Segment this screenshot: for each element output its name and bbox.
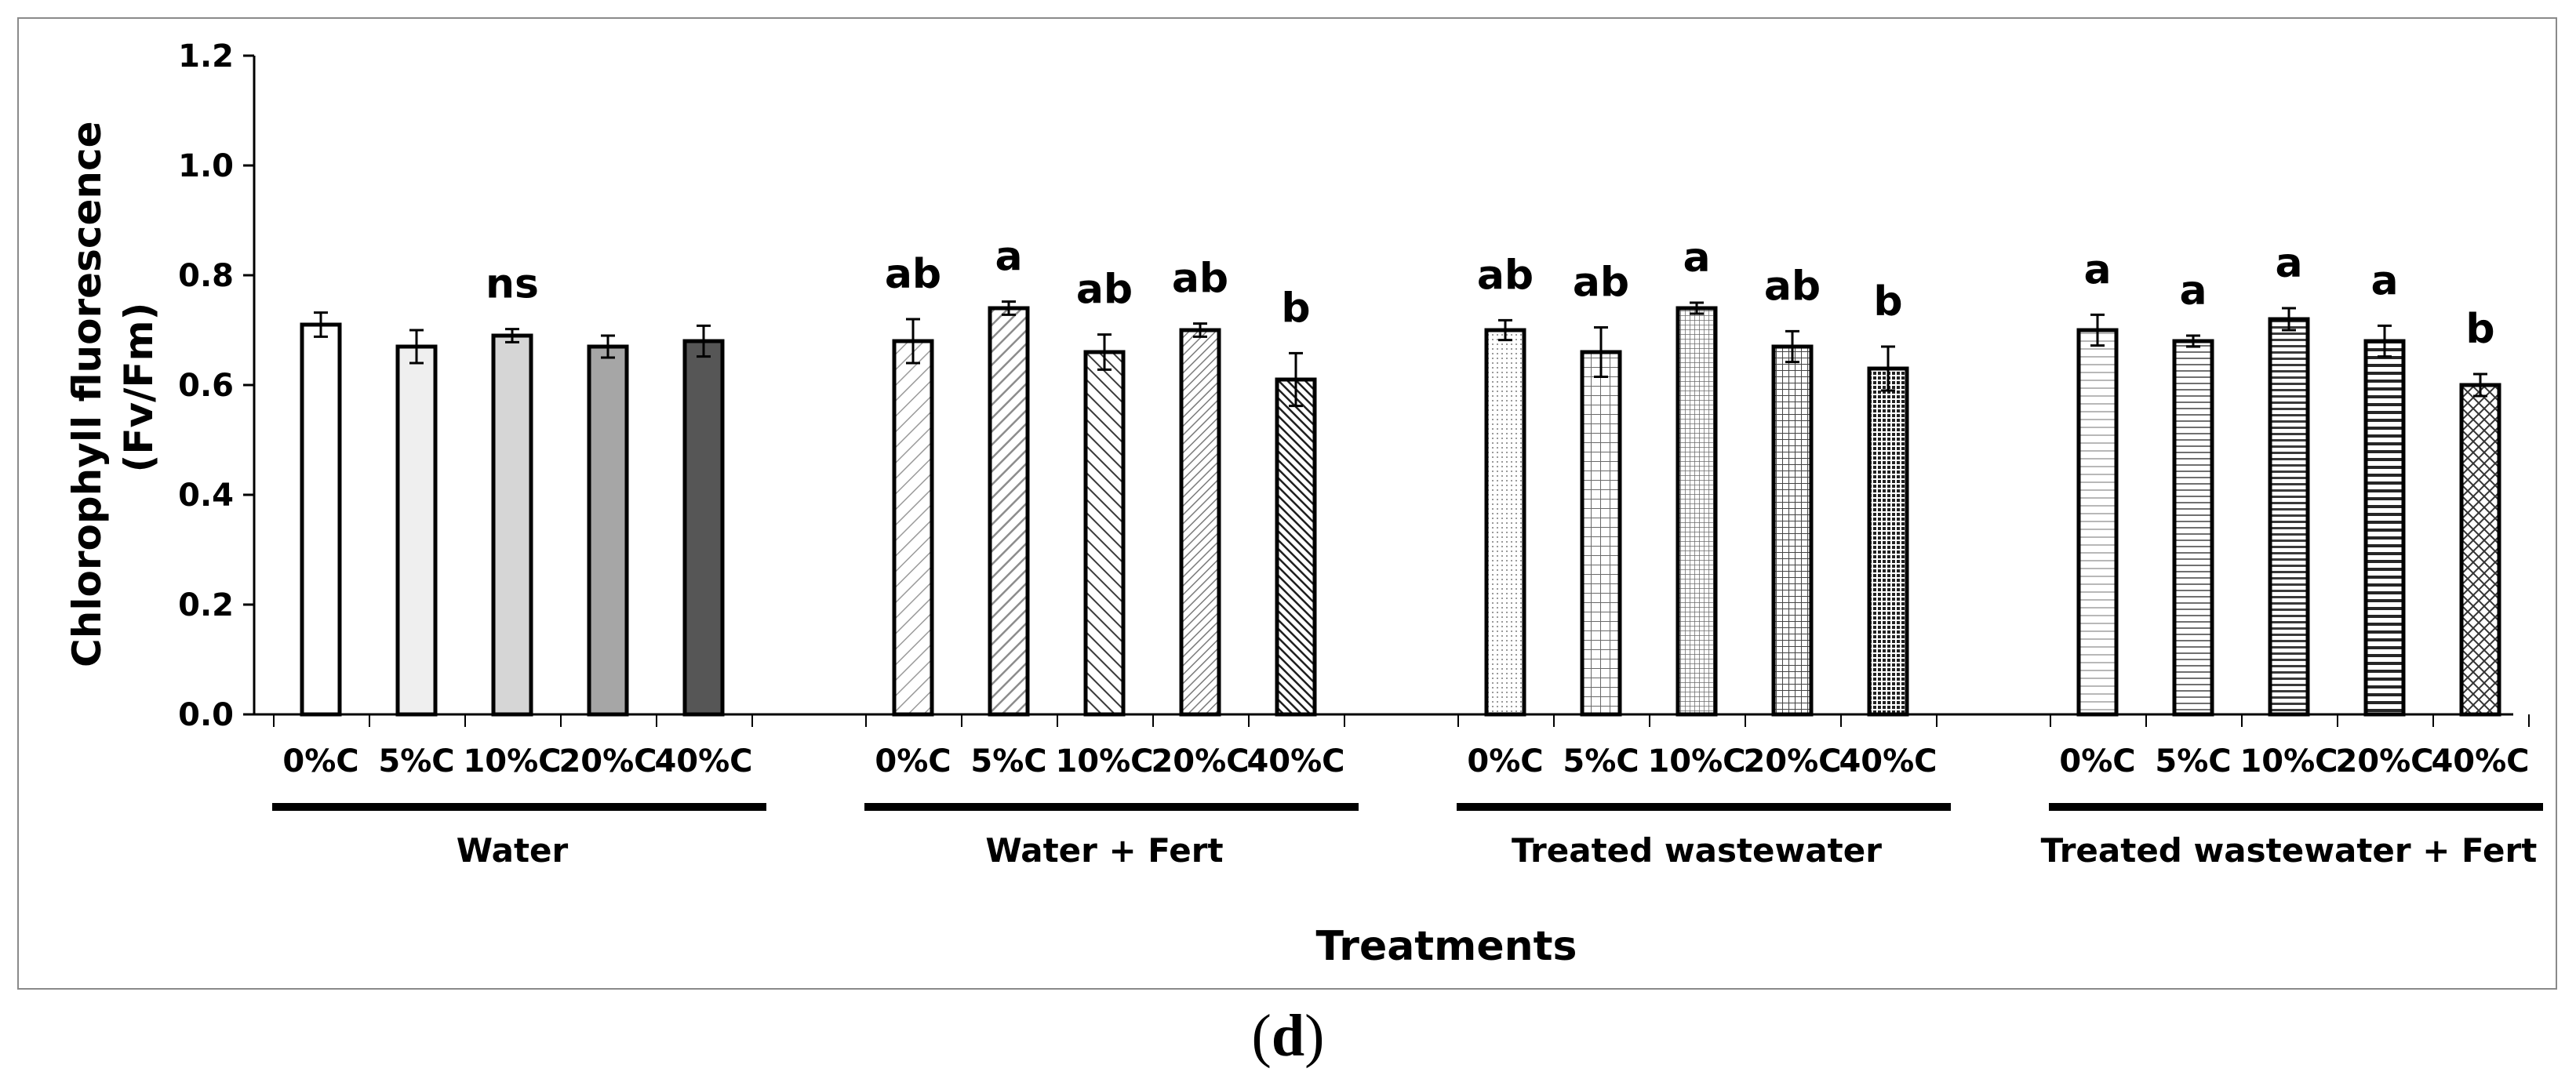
bar <box>2363 339 2406 717</box>
significance-letter: b <box>1873 278 1902 325</box>
y-axis-label-line2: (Fv/Fm) <box>116 303 162 473</box>
figure-caption: (d) <box>0 1002 2576 1070</box>
y-tick-label: 1.2 <box>178 38 234 74</box>
x-tick-label: 5%C <box>970 743 1046 779</box>
x-axis-title: Treatments <box>1316 923 1577 970</box>
x-tick-label: 10%C <box>2239 743 2338 779</box>
bar <box>892 339 934 717</box>
x-tick-label: 0%C <box>875 743 951 779</box>
x-tick-label: 10%C <box>1055 743 1153 779</box>
significance-letter: ab <box>1573 260 1629 307</box>
significance-letter: a <box>995 234 1022 281</box>
bar <box>1675 306 1718 717</box>
significance-letter: ab <box>1764 263 1821 310</box>
group-label: Treated wastewater + Fert <box>2041 831 2538 870</box>
bar <box>988 306 1030 717</box>
bar <box>1867 366 1909 717</box>
x-tick-label: 20%C <box>1151 743 1249 779</box>
significance-letter: ab <box>1172 256 1228 303</box>
x-tick-label: 20%C <box>1743 743 1841 779</box>
y-tick-label: 1.0 <box>178 148 234 184</box>
x-tick-label: 5%C <box>1563 743 1639 779</box>
group-label: Water + Fert <box>985 831 1223 870</box>
bar <box>2076 328 2119 717</box>
significance-letter: a <box>2275 240 2302 287</box>
x-tick-label: 40%C <box>2431 743 2529 779</box>
x-tick-label: 20%C <box>558 743 657 779</box>
caption-letter: d <box>1271 1003 1305 1069</box>
significance-letter: b <box>2465 306 2494 353</box>
y-axis: 0.0 0.2 0.4 0.6 0.8 1.0 1.2 <box>178 38 256 733</box>
group-label: Water <box>457 831 569 870</box>
x-tick-label: 20%C <box>2335 743 2433 779</box>
group-label: Treated wastewater <box>1512 831 1882 870</box>
y-tick-label: 0.2 <box>178 587 234 623</box>
bar <box>1580 350 1622 717</box>
bar <box>2172 339 2214 717</box>
x-tick-label: 0%C <box>2059 743 2135 779</box>
y-tick-label: 0.4 <box>178 478 234 514</box>
significance-letter: b <box>1281 285 1310 332</box>
x-tick-label: 5%C <box>378 743 454 779</box>
y-tick-label: 0.0 <box>178 697 234 733</box>
y-axis-label-line1: Chlorophyll fluorescence <box>64 121 110 667</box>
caption-close-paren: ) <box>1304 1003 1325 1069</box>
significance-letter: a <box>2370 257 2398 304</box>
x-tick-label: 5%C <box>2155 743 2231 779</box>
y-tick-label: 0.8 <box>178 258 234 294</box>
bar <box>1083 350 1126 717</box>
x-tick-label: 10%C <box>1647 743 1745 779</box>
x-tick-label: 0%C <box>1467 743 1543 779</box>
x-tick-label: 10%C <box>463 743 561 779</box>
bar <box>300 322 342 717</box>
bar <box>1275 377 1317 717</box>
significance-letter: ab <box>1076 267 1133 314</box>
x-tick-label: 40%C <box>1839 743 1937 779</box>
bar <box>1484 328 1526 717</box>
y-axis-label: Chlorophyll fluorescence (Fv/Fm) <box>64 107 162 667</box>
bar <box>1771 344 1814 717</box>
bar <box>395 344 438 717</box>
chart-frame: 0.0 0.2 0.4 0.6 0.8 1.0 1.2 ns ab a ab ab b ab ab a ab b… <box>17 17 2557 990</box>
significance-letter: a <box>2179 267 2207 314</box>
significance-letter: ns <box>486 261 539 308</box>
bar <box>682 339 725 717</box>
y-tick-label: 0.6 <box>178 368 234 404</box>
bar <box>2459 383 2501 717</box>
bar <box>2268 317 2310 717</box>
significance-letter: a <box>2083 246 2111 293</box>
significance-letter: ab <box>1477 252 1534 299</box>
significance-letter: ab <box>885 251 941 298</box>
bar <box>491 333 533 717</box>
bar <box>1179 328 1221 717</box>
bar <box>587 344 629 717</box>
caption-open-paren: ( <box>1251 1003 1272 1069</box>
x-tick-label: 40%C <box>1246 743 1344 779</box>
significance-letter: a <box>1683 234 1710 282</box>
x-tick-label: 0%C <box>282 743 358 779</box>
x-tick-label: 40%C <box>654 743 752 779</box>
